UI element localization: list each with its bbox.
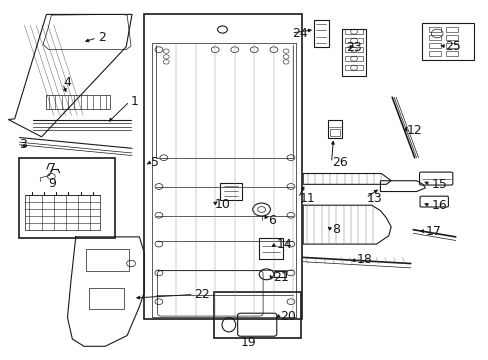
Text: 18: 18 — [356, 253, 372, 266]
Bar — [313, 20, 328, 47]
Bar — [273, 271, 285, 277]
Text: 15: 15 — [430, 178, 446, 191]
Bar — [428, 27, 440, 32]
Bar — [214, 292, 301, 338]
Text: 8: 8 — [332, 223, 340, 236]
Bar — [144, 14, 302, 319]
Text: 2: 2 — [98, 31, 105, 44]
Text: 6: 6 — [267, 214, 275, 227]
Bar — [220, 183, 242, 200]
Text: 11: 11 — [299, 192, 314, 204]
Bar — [445, 43, 457, 48]
Text: 26: 26 — [332, 156, 347, 169]
Bar — [421, 23, 473, 60]
Bar — [342, 29, 365, 76]
Text: 22: 22 — [194, 288, 210, 301]
Bar — [25, 195, 100, 230]
Text: 13: 13 — [366, 192, 382, 204]
Bar — [19, 158, 115, 238]
Text: 12: 12 — [406, 124, 422, 137]
Text: 19: 19 — [240, 336, 256, 349]
Bar — [445, 51, 457, 56]
Bar — [259, 238, 282, 259]
Text: 17: 17 — [425, 225, 440, 238]
Bar — [428, 43, 440, 48]
Text: 1: 1 — [131, 95, 139, 108]
Text: 10: 10 — [214, 198, 229, 211]
Text: 21: 21 — [272, 271, 288, 284]
Bar — [345, 38, 362, 43]
Text: 24: 24 — [292, 27, 307, 40]
Bar — [345, 65, 362, 70]
Text: 4: 4 — [63, 76, 71, 89]
Text: 3: 3 — [20, 138, 27, 151]
Text: 9: 9 — [48, 177, 56, 190]
Bar — [428, 35, 440, 40]
Text: 16: 16 — [430, 199, 446, 212]
Text: 23: 23 — [346, 41, 361, 54]
Bar — [345, 47, 362, 52]
Bar — [345, 29, 362, 34]
Text: 20: 20 — [279, 310, 295, 323]
Bar — [445, 35, 457, 40]
Text: 14: 14 — [276, 238, 292, 251]
Bar — [89, 288, 124, 309]
Bar — [445, 27, 457, 32]
Bar — [345, 56, 362, 61]
Bar — [85, 249, 128, 271]
Bar — [327, 120, 342, 138]
Text: 7: 7 — [48, 162, 56, 175]
Bar — [329, 129, 340, 136]
Text: 5: 5 — [150, 156, 158, 169]
Bar — [46, 95, 110, 109]
Bar — [428, 51, 440, 56]
Text: 25: 25 — [444, 40, 460, 53]
